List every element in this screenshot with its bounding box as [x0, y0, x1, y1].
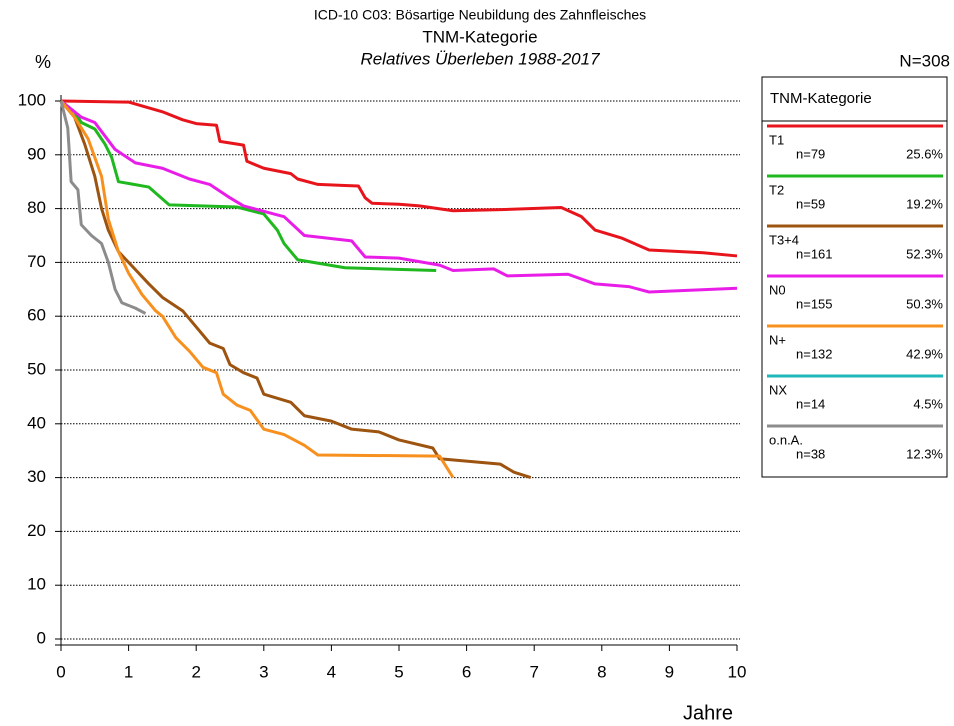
chart-title: ICD-10 C03: Bösartige Neubildung des Zah… — [314, 7, 646, 23]
survival-line — [60, 99, 437, 272]
survival-line — [59, 100, 532, 480]
legend-name: NX — [769, 382, 787, 397]
legend-name: N+ — [769, 332, 786, 347]
legend-count: n=38 — [796, 446, 825, 461]
survival-line — [60, 99, 738, 258]
x-tick-label: 9 — [665, 662, 674, 681]
legend-title: TNM-Kategorie — [770, 90, 872, 107]
legend-name: T3+4 — [769, 232, 799, 247]
legend-share: 25.6% — [906, 146, 943, 161]
legend-name: N0 — [769, 282, 786, 297]
y-tick-label: 100 — [18, 90, 46, 109]
x-tick-label: 8 — [597, 662, 606, 681]
x-tick-label: 3 — [259, 662, 268, 681]
x-tick-label: 1 — [124, 662, 133, 681]
legend-name: o.n.A. — [769, 432, 803, 447]
legend-name: T2 — [769, 182, 784, 197]
y-tick-label: 90 — [27, 144, 46, 163]
legend-share: 52.3% — [906, 246, 943, 261]
legend-count: n=155 — [796, 296, 833, 311]
chart-caption: Relatives Überleben 1988-2017 — [360, 49, 600, 68]
y-tick-label: 70 — [27, 252, 46, 271]
legend-count: n=132 — [796, 346, 833, 361]
legend-share: 19.2% — [906, 196, 943, 211]
total-count: N=308 — [899, 51, 950, 70]
legend-name: T1 — [769, 132, 784, 147]
legend-share: 4.5% — [913, 396, 943, 411]
y-tick-label: 60 — [27, 306, 46, 325]
x-tick-label: 5 — [394, 662, 403, 681]
x-tick-label: 4 — [327, 662, 336, 681]
legend-box — [761, 76, 948, 478]
x-tick-label: 10 — [728, 662, 747, 681]
y-tick-label: 10 — [27, 575, 46, 594]
y-tick-label: 50 — [27, 359, 46, 378]
y-tick-label: 80 — [27, 198, 46, 217]
legend-count: n=59 — [796, 196, 825, 211]
y-tick-label: 20 — [27, 521, 46, 540]
x-tick-label: 7 — [529, 662, 538, 681]
legend-count: n=14 — [796, 396, 825, 411]
survival-line — [59, 100, 147, 315]
x-axis-label: Jahre — [683, 702, 733, 724]
x-tick-label: 2 — [191, 662, 200, 681]
y-tick-label: 0 — [37, 628, 46, 647]
chart-subtitle: TNM-Kategorie — [422, 27, 537, 46]
y-tick-label: 30 — [27, 467, 46, 486]
legend-share: 50.3% — [906, 296, 943, 311]
legend-count: n=161 — [796, 246, 833, 261]
legend-count: n=79 — [796, 146, 825, 161]
x-tick-label: 0 — [56, 662, 65, 681]
survival-line — [59, 100, 455, 479]
y-tick-label: 40 — [27, 413, 46, 432]
x-tick-label: 6 — [462, 662, 471, 681]
survival-line — [60, 99, 738, 294]
y-axis-label: % — [35, 52, 51, 72]
legend-share: 42.9% — [906, 346, 943, 361]
legend-share: 12.3% — [906, 446, 943, 461]
